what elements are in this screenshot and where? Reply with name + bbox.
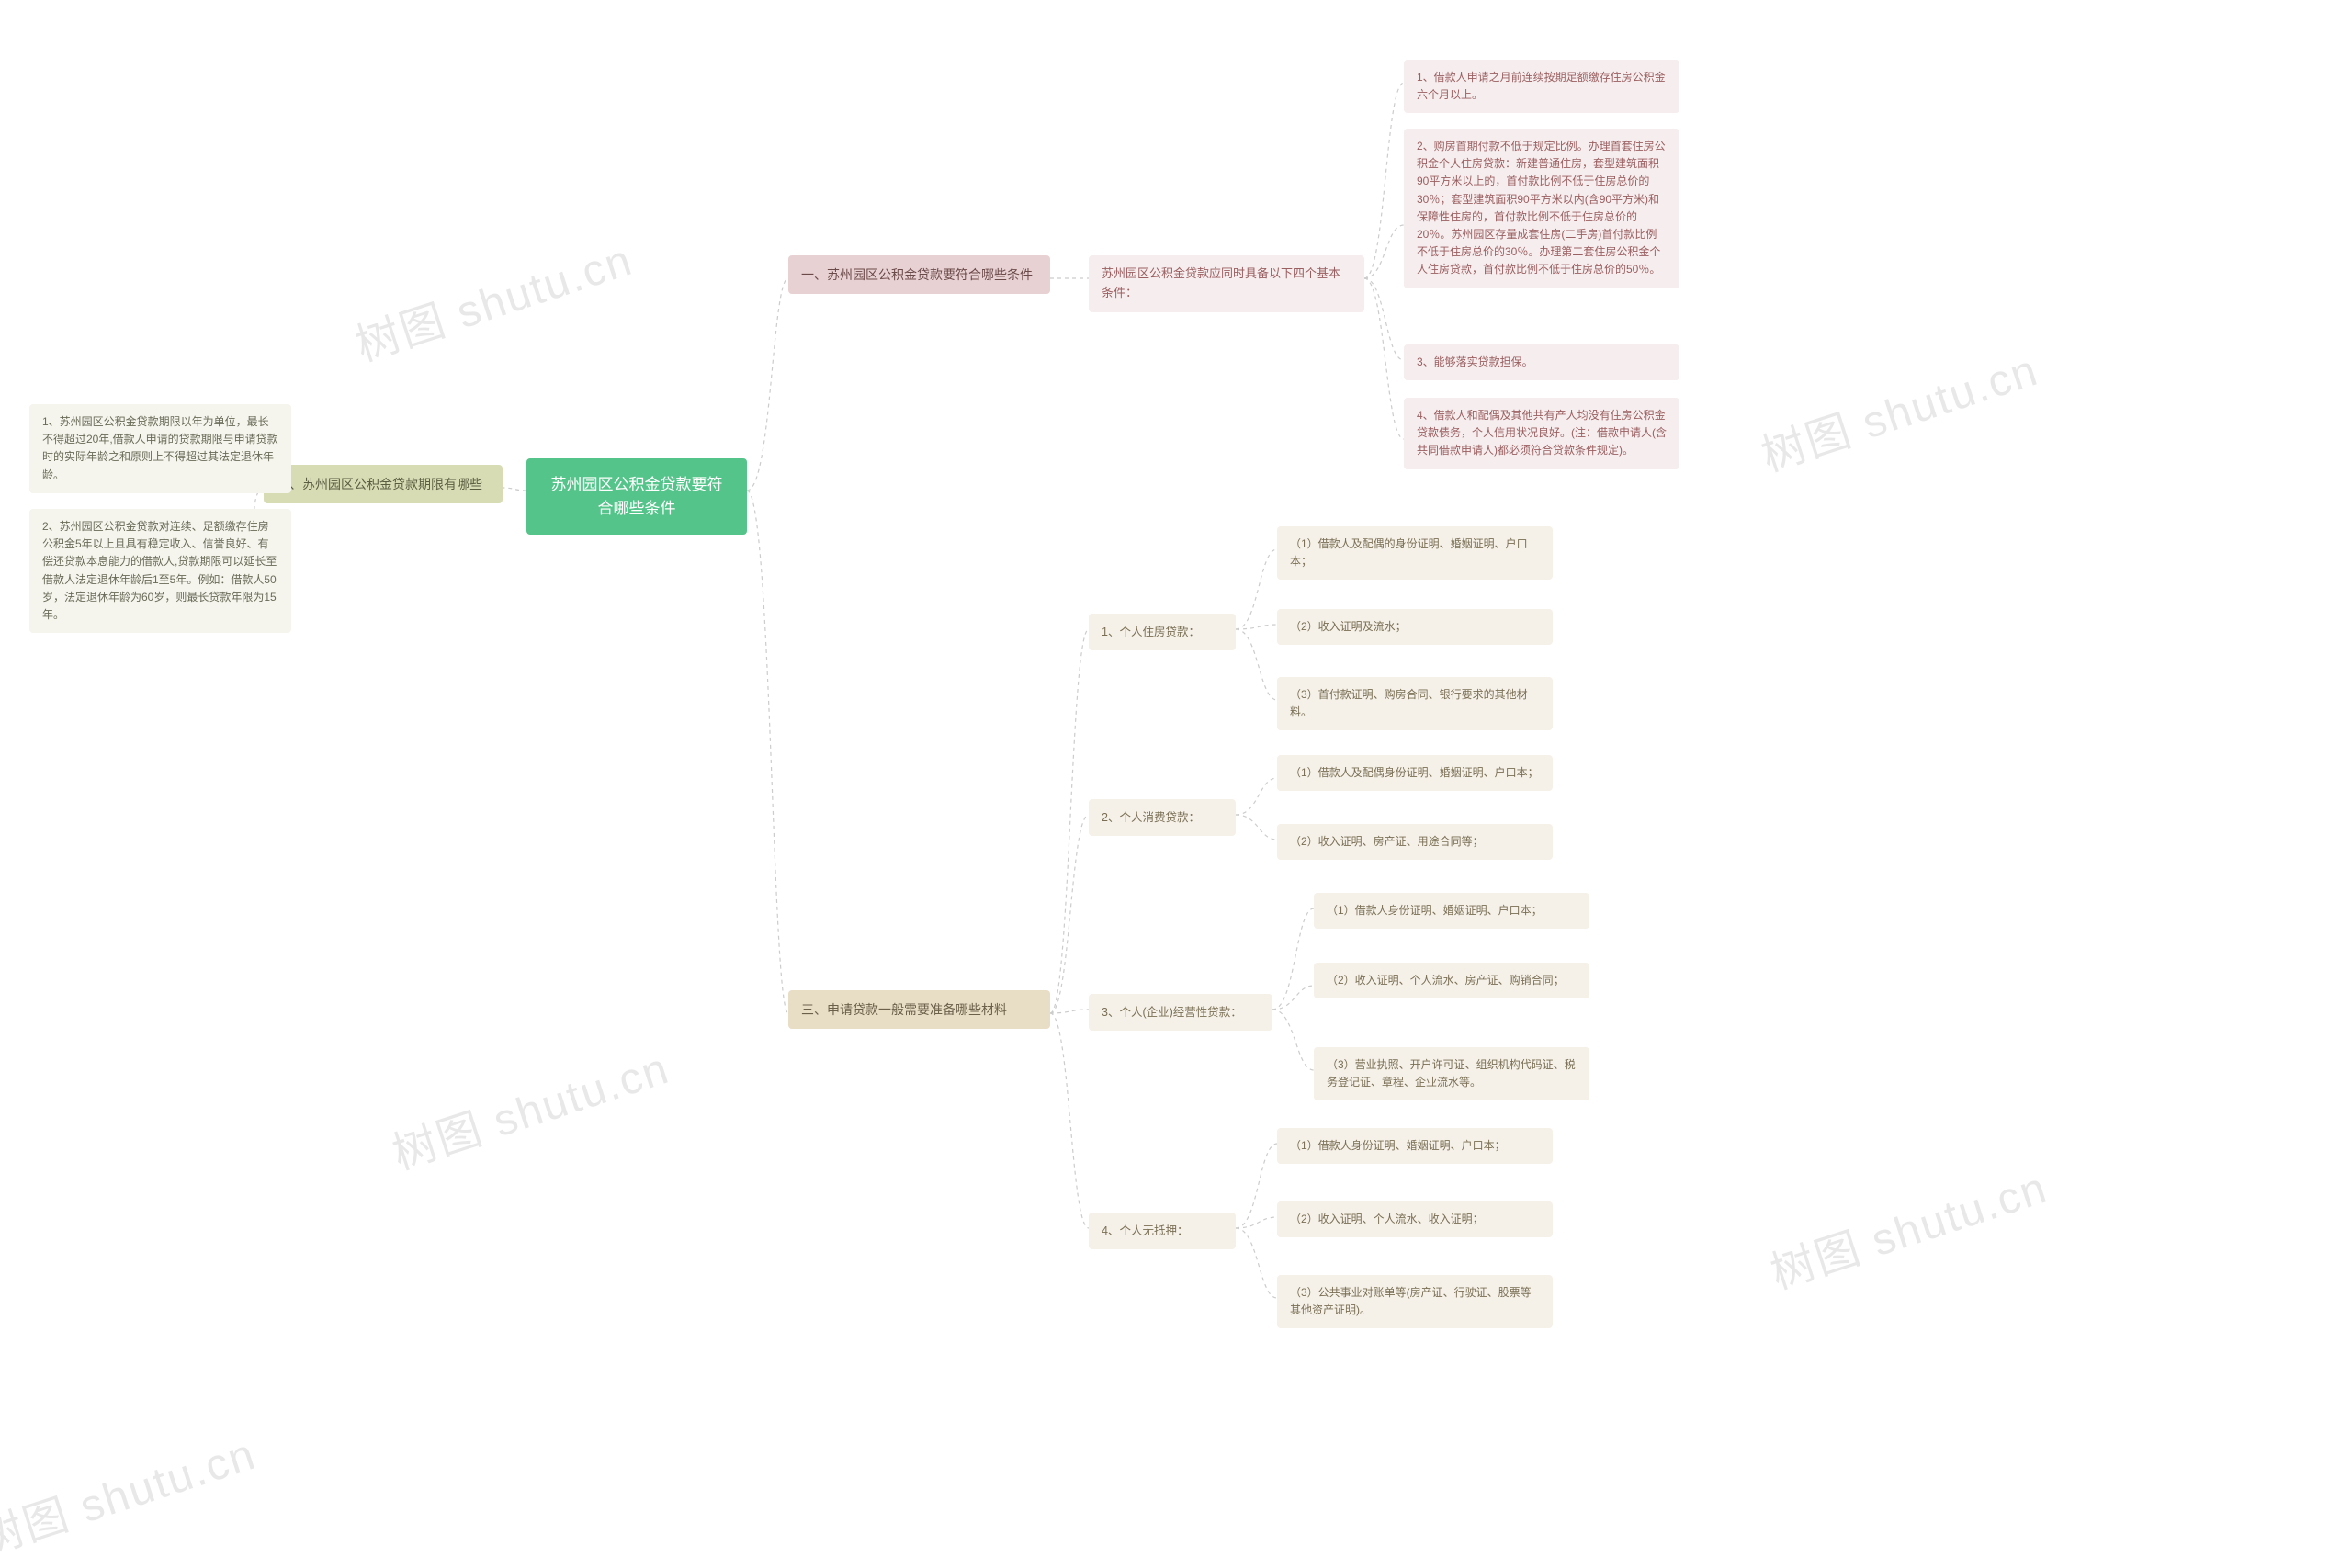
watermark: 树图 shutu.cn (383, 1032, 676, 1181)
watermark: 树图 shutu.cn (1752, 333, 2045, 483)
branch-three[interactable]: 三、申请贷款一般需要准备哪些材料 (788, 990, 1050, 1029)
branch-three-leaf: （1）借款人身份证明、婚姻证明、户口本； (1277, 1128, 1553, 1164)
branch-two-leaf: 2、苏州园区公积金贷款对连续、足额缴存住房公积金5年以上且具有稳定收入、信誉良好… (29, 509, 291, 633)
root-node[interactable]: 苏州园区公积金贷款要符合哪些条件 (526, 458, 747, 535)
branch-three-leaf: （2）收入证明、个人流水、收入证明； (1277, 1201, 1553, 1237)
branch-three-leaf: （2）收入证明及流水； (1277, 609, 1553, 645)
branch-three-leaf: （1）借款人及配偶的身份证明、婚姻证明、户口本； (1277, 526, 1553, 580)
branch-one[interactable]: 一、苏州园区公积金贷款要符合哪些条件 (788, 255, 1050, 294)
branch-one-leaf: 3、能够落实贷款担保。 (1404, 344, 1679, 380)
watermark: 树图 shutu.cn (346, 223, 639, 373)
branch-three-leaf: （2）收入证明、个人流水、房产证、购销合同； (1314, 963, 1589, 998)
branch-three-group[interactable]: 1、个人住房贷款： (1089, 614, 1236, 650)
branch-three-leaf: （1）借款人身份证明、婚姻证明、户口本； (1314, 893, 1589, 929)
branch-three-leaf: （3）营业执照、开户许可证、组织机构代码证、税务登记证、章程、企业流水等。 (1314, 1047, 1589, 1100)
branch-three-leaf: （3）公共事业对账单等(房产证、行驶证、股票等其他资产证明)。 (1277, 1275, 1553, 1328)
branch-one-leaf: 1、借款人申请之月前连续按期足额缴存住房公积金六个月以上。 (1404, 60, 1679, 113)
branch-three-group[interactable]: 4、个人无抵押： (1089, 1213, 1236, 1249)
branch-three-leaf: （2）收入证明、房产证、用途合同等； (1277, 824, 1553, 860)
branch-one-sub[interactable]: 苏州园区公积金贷款应同时具备以下四个基本条件： (1089, 255, 1364, 312)
watermark: 树图 shutu.cn (0, 1417, 263, 1567)
branch-three-leaf: （3）首付款证明、购房合同、银行要求的其他材料。 (1277, 677, 1553, 730)
branch-three-group[interactable]: 2、个人消费贷款： (1089, 799, 1236, 836)
branch-one-leaf: 2、购房首期付款不低于规定比例。办理首套住房公积金个人住房贷款：新建普通住房，套… (1404, 129, 1679, 288)
branch-two-leaf: 1、苏州园区公积金贷款期限以年为单位，最长不得超过20年,借款人申请的贷款期限与… (29, 404, 291, 493)
watermark: 树图 shutu.cn (1761, 1151, 2054, 1301)
branch-one-leaf: 4、借款人和配偶及其他共有产人均没有住房公积金贷款债务，个人信用状况良好。(注：… (1404, 398, 1679, 469)
branch-three-group[interactable]: 3、个人(企业)经营性贷款： (1089, 994, 1272, 1031)
connector-layer (0, 0, 2352, 1555)
branch-three-leaf: （1）借款人及配偶身份证明、婚姻证明、户口本； (1277, 755, 1553, 791)
branch-two[interactable]: 二、苏州园区公积金贷款期限有哪些 (264, 465, 503, 503)
